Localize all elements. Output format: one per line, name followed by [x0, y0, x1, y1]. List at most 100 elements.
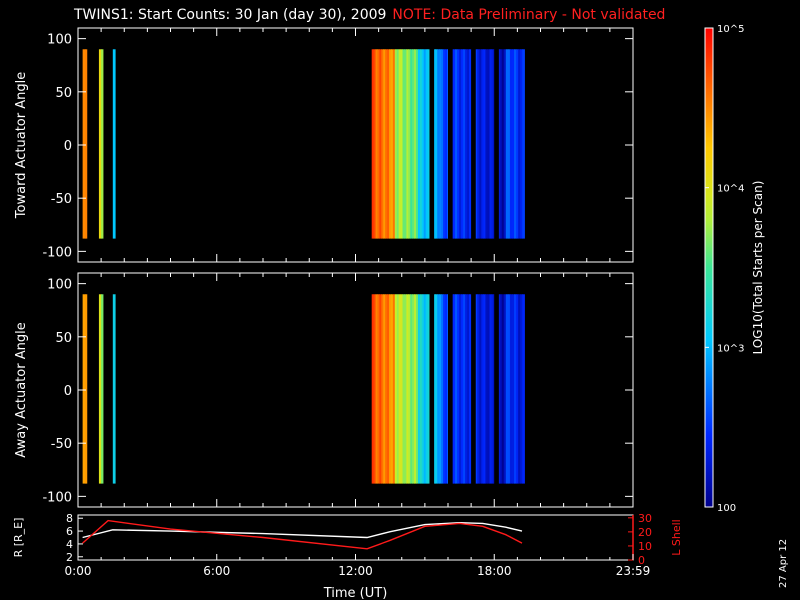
heatmap-cell	[518, 49, 521, 239]
heatmap-cell	[489, 49, 493, 239]
heatmap-cell	[419, 294, 423, 484]
heatmap-cell	[423, 49, 427, 239]
heatmap-cell	[433, 49, 436, 239]
heatmap-cell	[84, 294, 88, 484]
heatmap-cell	[437, 49, 440, 239]
heatmap-cell	[406, 49, 409, 239]
heatmap-cell	[390, 294, 394, 484]
data-gap	[448, 292, 453, 486]
heatmap-cell	[385, 294, 388, 484]
note-text: NOTE: Data Preliminary - Not validated	[392, 7, 666, 23]
heatmap-cell	[516, 294, 519, 484]
heatmap-cell	[439, 49, 442, 239]
heatmap-cell	[394, 49, 398, 239]
heatmap-cell	[443, 294, 446, 484]
heatmap-cell	[514, 294, 517, 484]
heatmap-cell	[379, 294, 382, 484]
colorbar-tick-label: 10^4	[717, 184, 744, 195]
data-gap	[494, 47, 499, 241]
heatmap-cell	[427, 294, 431, 484]
data-gap	[103, 47, 113, 241]
heatmap-cell	[491, 49, 495, 239]
data-gap	[471, 47, 476, 241]
y-tick-label: 100	[47, 278, 72, 293]
heatmap-cell	[485, 49, 489, 239]
heatmap-cell	[416, 49, 419, 239]
x-tick-label: 0:00	[65, 564, 92, 578]
heatmap-cell	[487, 294, 491, 484]
y-tick-label: 4	[66, 538, 73, 551]
heatmap-cell	[435, 49, 438, 239]
y-tick-label: 6	[66, 525, 73, 538]
y2-tick-label: 30	[638, 512, 652, 525]
heatmap-cell	[433, 294, 436, 484]
heatmap-cell	[387, 49, 390, 239]
heatmap-cell	[98, 294, 102, 484]
heatmap-cell	[112, 49, 116, 239]
heatmap-cell	[491, 294, 495, 484]
heatmap-cell	[465, 294, 468, 484]
heatmap-cell	[461, 294, 464, 484]
heatmap-cell	[459, 49, 462, 239]
heatmap-cell	[520, 49, 523, 239]
title-text: TWINS1: Start Counts: 30 Jan (day 30), 2…	[74, 7, 387, 23]
chart-title: TWINS1: Start Counts: 30 Jan (day 30), 2…	[74, 7, 665, 23]
heatmap-cell	[383, 49, 386, 239]
y-tick-label: -50	[51, 437, 72, 452]
heatmap-cell	[507, 49, 511, 239]
colorbar-tick-label: 10^3	[717, 343, 744, 354]
heatmap-cell	[402, 49, 406, 239]
data-gap	[494, 292, 499, 486]
heatmap-cell	[483, 294, 487, 484]
y2-axis-label: L Shell	[670, 519, 683, 555]
heatmap-cell	[485, 294, 489, 484]
heatmap-cell	[406, 294, 409, 484]
y2-tick-label: 10	[638, 540, 652, 553]
y2-tick-label: 20	[638, 526, 652, 539]
y-tick-label: 50	[55, 331, 72, 346]
data-gap	[448, 47, 453, 241]
heatmap-cell	[463, 294, 466, 484]
heatmap-cell	[443, 49, 446, 239]
heatmap-cell	[503, 294, 507, 484]
heatmap-cell	[421, 49, 425, 239]
heatmap-cell	[112, 294, 116, 484]
heatmap-cell	[416, 294, 419, 484]
heatmap-cell	[98, 49, 102, 239]
y-tick-label: 50	[55, 86, 72, 101]
x-axis-label: Time (UT)	[323, 586, 388, 600]
y-tick-label: -100	[42, 245, 72, 260]
heatmap-cell	[518, 294, 521, 484]
y-axis-label: Away Actuator Angle	[14, 322, 29, 457]
y2-tick-label: 0	[638, 554, 645, 567]
y-tick-label: 2	[66, 551, 73, 564]
heatmap-cell	[396, 49, 400, 239]
heatmap-cell	[410, 294, 413, 484]
heatmap-cell	[82, 294, 86, 484]
heatmap-cell	[479, 49, 482, 239]
y-tick-label: -100	[42, 490, 72, 505]
heatmap-cell	[377, 294, 380, 484]
heatmap-cell	[404, 49, 407, 239]
colorbar-tick-label: 100	[717, 503, 736, 514]
data-gap	[471, 292, 476, 486]
heatmap-cell	[437, 294, 440, 484]
heatmap-cell	[461, 49, 464, 239]
panel-frame	[77, 272, 634, 508]
heatmap-cell	[417, 49, 421, 239]
heatmap-cell	[499, 49, 503, 239]
heatmap-cell	[417, 294, 421, 484]
heatmap-cell	[467, 294, 470, 484]
data-gap	[87, 47, 99, 241]
y-tick-label: 0	[64, 139, 72, 154]
x-tick-label: 6:00	[203, 564, 230, 578]
heatmap-cell	[101, 294, 105, 484]
heatmap-cell	[469, 294, 472, 484]
heatmap-cell	[381, 294, 384, 484]
heatmap-cell	[501, 49, 505, 239]
heatmap-cell	[499, 294, 503, 484]
x-tick-label: 18:00	[477, 564, 512, 578]
data-gap	[103, 292, 113, 486]
heatmap-cell	[377, 49, 380, 239]
